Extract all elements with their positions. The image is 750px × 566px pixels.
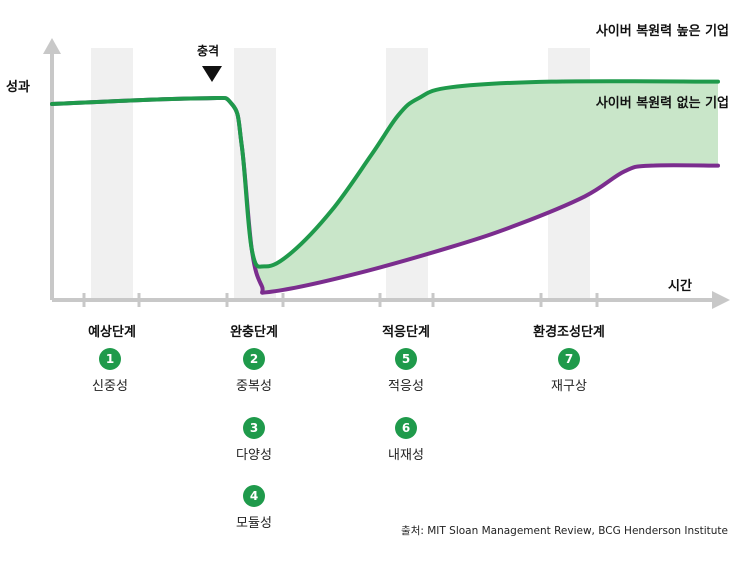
series-label-low-resilience: 사이버 복원력 없는 기업 [596, 95, 729, 111]
step-number-badge: 4 [243, 485, 265, 507]
shock-label: 충격 [197, 43, 219, 58]
source-note: 출처: MIT Sloan Management Review, BCG Hen… [401, 525, 728, 537]
step-number-badge: 5 [395, 348, 417, 370]
step-label: 재구상 [551, 379, 587, 394]
resilience-gap-area [241, 81, 719, 293]
y-axis-arrow-icon [43, 38, 61, 54]
step-number-badge: 7 [558, 348, 580, 370]
phase-label: 환경조성단계 [533, 325, 605, 340]
step-label: 다양성 [236, 448, 272, 463]
phase-band [91, 48, 133, 300]
step-label: 내재성 [388, 448, 424, 463]
x-axis-arrow-icon [712, 291, 730, 309]
x-axis-label: 시간 [668, 278, 692, 294]
series-line-high-resilience [50, 79, 720, 269]
step-label: 중복성 [236, 379, 272, 394]
step-number-badge: 1 [99, 348, 121, 370]
y-axis-label: 성과 [6, 80, 30, 95]
phase-label: 완충단계 [230, 325, 278, 340]
list-item: 6 내재성 [361, 417, 451, 463]
list-item: 2 중복성 [209, 348, 299, 394]
list-item: 3 다양성 [209, 417, 299, 463]
step-label: 신중성 [92, 379, 128, 394]
step-number-badge: 2 [243, 348, 265, 370]
resilience-chart: 성과 시간 충격 사이버 복원력 높은 기업 사이버 복원력 없는 기업 [6, 23, 730, 309]
list-item: 1 신중성 [65, 348, 155, 394]
step-number-badge: 3 [243, 417, 265, 439]
list-item: 5 적응성 [361, 348, 451, 394]
step-label: 적응성 [388, 379, 424, 394]
phase-label: 예상단계 [88, 325, 136, 340]
x-axis-ticks [82, 293, 599, 307]
list-item: 4 모듈성 [209, 485, 299, 531]
shock-marker-icon [202, 66, 222, 82]
phase-label: 적응단계 [382, 325, 430, 340]
series-label-high-resilience: 사이버 복원력 높은 기업 [596, 23, 729, 39]
step-label: 모듈성 [236, 516, 272, 531]
step-number-badge: 6 [395, 417, 417, 439]
list-item: 7 재구상 [524, 348, 614, 394]
